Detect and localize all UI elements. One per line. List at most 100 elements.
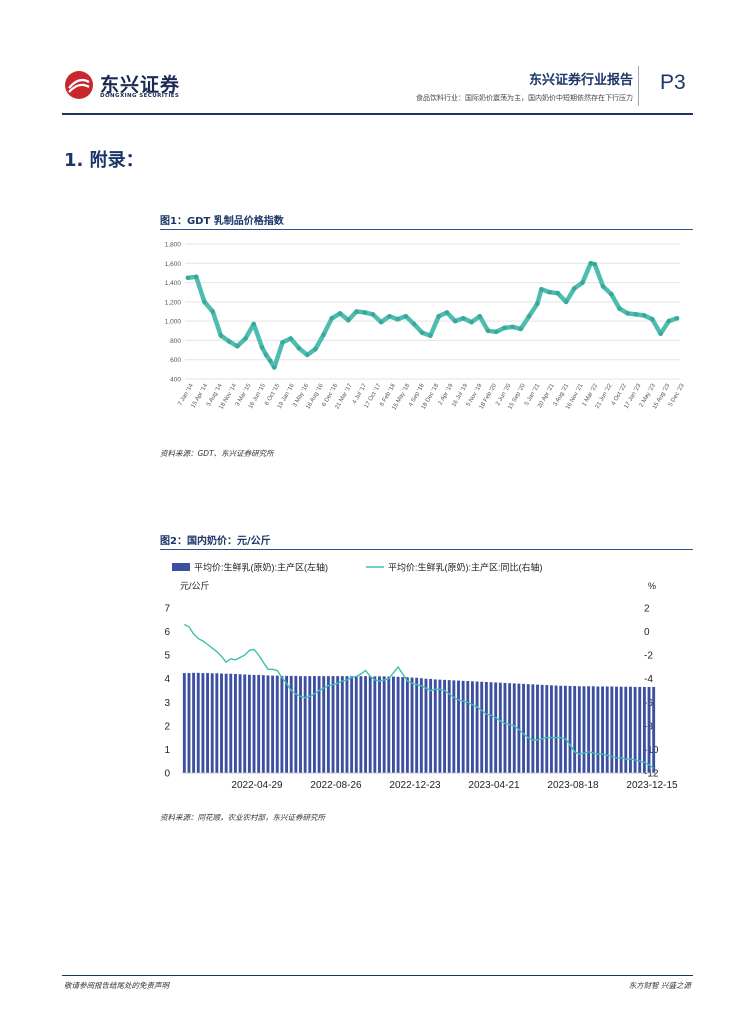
bar [540,684,544,773]
right-y-tick-label: -10 [644,745,659,756]
left-y-tick-label: 1 [164,745,170,756]
y-tick-label: 800 [170,338,181,345]
bar [457,680,460,773]
bar [591,686,595,773]
data-point [555,290,561,296]
bar [447,680,451,773]
bar [317,676,321,773]
data-point [362,310,367,315]
data-point [378,319,384,325]
y-tick-label: 400 [170,377,181,384]
data-point [452,318,458,324]
data-point [625,311,630,316]
data-point [370,312,376,317]
data-point [395,316,400,322]
data-point [502,325,507,331]
bar [378,676,381,773]
report-title: 东兴证券行业报告 [528,73,633,88]
bar [424,678,428,773]
bar [466,681,470,773]
data-point [226,339,232,344]
data-point [658,331,663,336]
bar [503,682,507,773]
data-point [617,306,622,311]
bar [475,681,479,773]
right-y-tick-label: 0 [644,627,650,638]
data-point [280,340,285,345]
bar [368,676,372,773]
bar [508,683,512,773]
right-y-tick-label: 2 [644,604,650,615]
bar [396,676,400,773]
data-point [243,336,248,341]
bar [480,681,484,773]
figure1-source: 资料来源：GDT、东兴证券研究所 [160,449,274,458]
bar [410,677,414,773]
bar [192,672,196,773]
header-rule [62,113,693,115]
data-point [202,299,207,305]
bar [526,684,530,773]
bar [275,675,279,773]
figure1-rule [160,229,693,230]
data-point [337,311,343,316]
data-point [259,344,265,350]
bar [322,676,326,773]
left-y-tick-label: 3 [164,698,170,709]
bar [545,685,549,773]
section-title: 1. 附录： [64,150,144,171]
data-point [510,324,515,330]
data-point [592,262,598,267]
bar [345,676,349,773]
right-y-tick-label: -2 [644,651,653,662]
bar [498,682,502,773]
bar [308,676,312,773]
bar [452,680,456,773]
data-point [526,314,532,319]
left-y-tick-label: 5 [164,651,170,662]
bar [531,684,535,773]
left-y-tick-label: 6 [164,627,170,638]
data-point [436,314,442,319]
data-point [461,316,466,321]
bar [484,682,488,773]
report-subtitle: 食品饮料行业：国际奶价震荡为主，国内奶价中短期依然存在下行压力 [416,94,633,102]
domestic-milk-price-chart: 平均价:生鲜乳(原奶):主产区(左轴) 平均价:生鲜乳(原奶):主产区:同比(右轴… [164,562,678,792]
right-y-tick-label: -12 [644,769,659,780]
footer-rule [62,975,693,976]
x-tick-label: 2023-04-21 [468,780,520,791]
bar [629,686,632,773]
x-tick-label: 2023-12-15 [626,780,678,791]
data-point [263,352,269,358]
bar [633,686,637,773]
bar [243,674,247,773]
y-tick-label: 1,800 [165,242,182,249]
data-point [428,333,433,338]
bar [336,676,340,773]
bar [615,686,618,773]
bar [624,686,628,773]
bar [587,686,591,773]
data-point [563,299,569,305]
bar [326,676,330,773]
bar [252,674,256,773]
bar [601,686,604,773]
data-point [272,365,277,370]
x-tick-label: 2022-08-26 [310,780,362,791]
bar [182,673,186,773]
bar [196,672,200,773]
data-point [477,314,483,319]
bar [187,673,191,773]
bar [642,686,646,773]
bar [206,673,209,773]
data-point [210,309,215,314]
data-point [485,328,491,334]
bar [285,675,288,773]
data-point [518,326,524,332]
bar [494,682,498,773]
y-tick-label: 1,400 [165,280,182,287]
left-y-tick-label: 0 [164,769,170,780]
figure1-title: 图1：GDT 乳制品价格指数 [160,216,284,227]
legend-swatch-bar [172,563,190,571]
